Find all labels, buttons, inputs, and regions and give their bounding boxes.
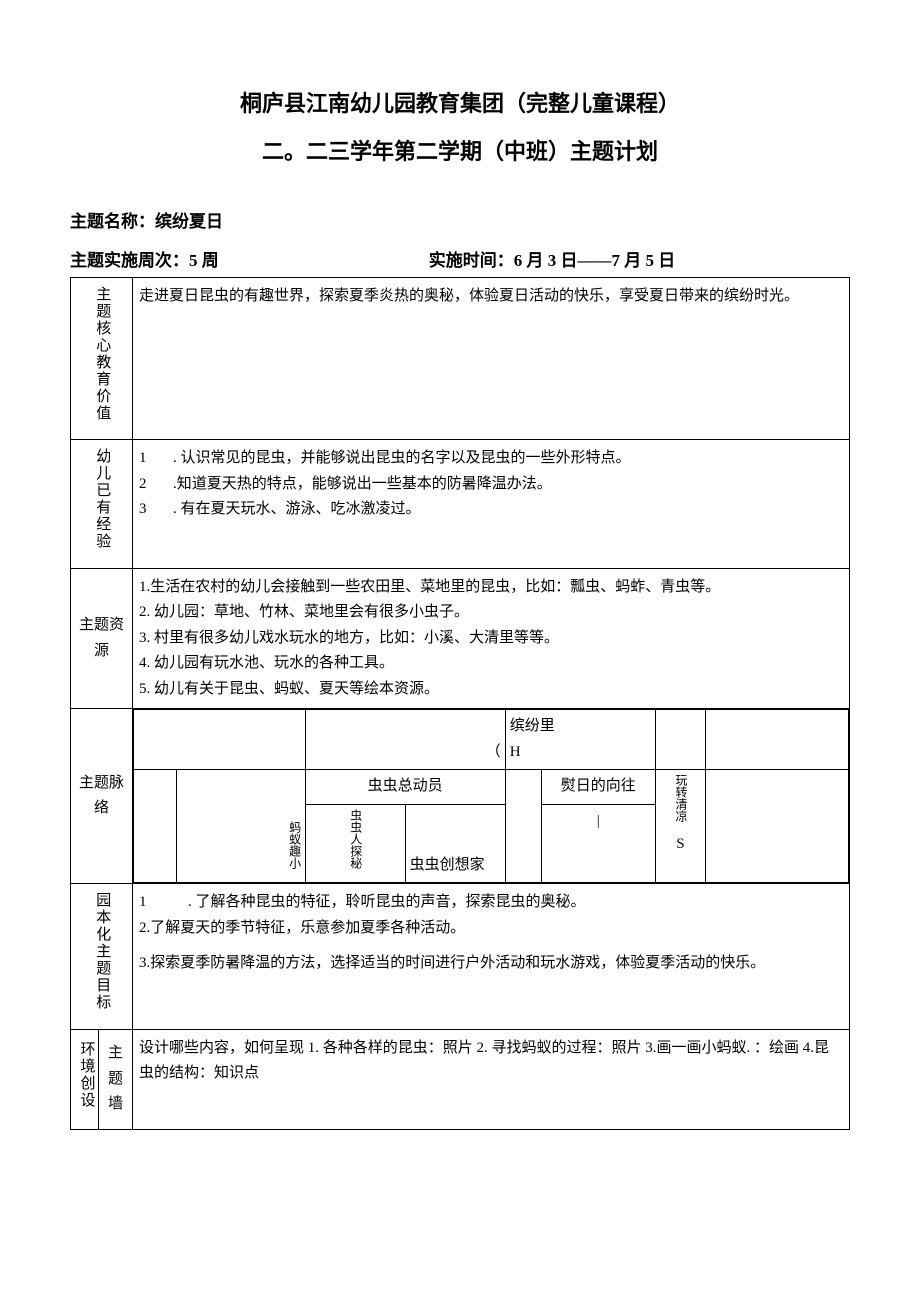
row-exp: 幼儿已有经验 1. 认识常见的昆虫，并能够说出昆虫的名字以及昆虫的一些外形特点。…	[71, 440, 850, 569]
res-label-cell: 主题资源	[71, 568, 133, 709]
exp-list: 1. 认识常见的昆虫，并能够说出昆虫的名字以及昆虫的一些外形特点。 2.知道夏天…	[139, 446, 843, 523]
mai-empty	[505, 770, 541, 883]
list-item: 3.探索夏季防暑降温的方法，选择适当的时间进行户外活动和玩水游戏，体验夏季活动的…	[139, 951, 843, 977]
mai-paren: （	[305, 710, 505, 770]
mai-empty	[705, 770, 848, 883]
plan-table: 主题核心教育价值 走进夏日昆虫的有趣世界，探索夏季炎热的奥秘，体验夏日活动的快乐…	[70, 277, 850, 1130]
topic-label: 主题名称：	[70, 212, 155, 231]
mai-label: 主题脉络	[79, 775, 124, 817]
env-label: 环境创设	[73, 1041, 99, 1109]
goal-list: 1 . 了解各种昆虫的特征，聆听昆虫的声音，探索昆虫的奥秘。 2. 了解夏天的季…	[139, 890, 843, 941]
time-value: 6 月 3 日——7 月 5 日	[514, 251, 676, 270]
core-content: 走进夏日昆虫的有趣世界，探索夏季炎热的奥秘，体验夏日活动的快乐，享受夏日带来的缤…	[133, 277, 850, 440]
mai-r1: （ 缤纷里 H	[134, 710, 849, 770]
title-line-1: 桐庐县江南幼儿园教育集团（完整儿童课程）	[70, 80, 850, 128]
env-sub-label: 主题墙	[108, 1045, 123, 1112]
goal-label: 园本化主题目标	[89, 892, 115, 1011]
mai-r2d: 熨日的向往	[541, 770, 655, 805]
mai-empty	[134, 710, 306, 770]
env-sub-label-cell: 主题墙	[99, 1029, 133, 1129]
row-mai: 主题脉络 （ 缤纷里 H	[71, 709, 850, 884]
header-block: 桐庐县江南幼儿园教育集团（完整儿童课程） 二。二三学年第二学期（中班）主题计划	[70, 80, 850, 177]
row-core: 主题核心教育价值 走进夏日昆虫的有趣世界，探索夏季炎热的奥秘，体验夏日活动的快乐…	[71, 277, 850, 440]
res-content: 1.生活在农村的幼儿会接触到一些农田里、菜地里的昆虫，比如：瓢虫、蚂蚱、青虫等。…	[133, 568, 850, 709]
mai-r3b: 虫虫人探秘	[305, 804, 405, 883]
list-item: 2. 幼儿园：草地、竹林、菜地里会有很多小虫子。	[139, 600, 843, 626]
mai-r3e: 玩转清凉 S	[655, 770, 705, 883]
meta-period: 主题实施周次：5 周 实施时间：6 月 3 日——7 月 5 日	[70, 246, 850, 271]
mai-r2: 蚂蚁趣小 虫虫总动员 熨日的向往 玩转清凉 S	[134, 770, 849, 805]
mai-r3a: 蚂蚁趣小	[176, 770, 305, 883]
list-item: 2.知道夏天热的特点，能够说出一些基本的防暑降温办法。	[139, 472, 843, 498]
list-item: 2. 了解夏天的季节特征，乐意参加夏季各种活动。	[139, 916, 843, 942]
mai-inner-table: （ 缤纷里 H 蚂蚁趣小 虫虫总动员 熨日的向往	[133, 709, 849, 883]
row-goal: 园本化主题目标 1 . 了解各种昆虫的特征，聆听昆虫的声音，探索昆虫的奥秘。 2…	[71, 884, 850, 1030]
weeks-label: 主题实施周次：	[70, 251, 189, 270]
title-line-2: 二。二三学年第二学期（中班）主题计划	[70, 128, 850, 176]
list-item: 4. 幼儿园有玩水池、玩水的各种工具。	[139, 651, 843, 677]
goal-content: 1 . 了解各种昆虫的特征，聆听昆虫的声音，探索昆虫的奥秘。 2. 了解夏天的季…	[133, 884, 850, 1030]
mai-r2b: 虫虫总动员	[305, 770, 505, 805]
mai-empty	[134, 770, 177, 883]
list-item: 3. 村里有很多幼儿戏水玩水的地方，比如：小溪、大清里等等。	[139, 626, 843, 652]
exp-content: 1. 认识常见的昆虫，并能够说出昆虫的名字以及昆虫的一些外形特点。 2.知道夏天…	[133, 440, 850, 569]
topic-value: 缤纷夏日	[155, 212, 223, 231]
res-label: 主题资源	[79, 617, 124, 659]
list-item: 3. 有在夏天玩水、游泳、吃冰激凌过。	[139, 497, 843, 523]
exp-label-cell: 幼儿已有经验	[71, 440, 133, 569]
env-content: 设计哪些内容，如何呈现 1. 各种各样的昆虫：照片 2. 寻找蚂蚁的过程：照片 …	[133, 1029, 850, 1129]
list-item: 1. 认识常见的昆虫，并能够说出昆虫的名字以及昆虫的一些外形特点。	[139, 446, 843, 472]
mai-top: 缤纷里 H	[505, 710, 655, 770]
goal-label-cell: 园本化主题目标	[71, 884, 133, 1030]
row-env: 环境创设 主题墙 设计哪些内容，如何呈现 1. 各种各样的昆虫：照片 2. 寻找…	[71, 1029, 850, 1129]
weeks-value: 5 周	[189, 251, 219, 270]
core-label-cell: 主题核心教育价值	[71, 277, 133, 440]
list-item: 1.生活在农村的幼儿会接触到一些农田里、菜地里的昆虫，比如：瓢虫、蚂蚱、青虫等。	[139, 575, 843, 601]
mai-r3d: |	[541, 804, 655, 883]
mai-r3c: 虫虫创想家	[405, 804, 505, 883]
mai-empty	[655, 710, 705, 770]
mai-empty	[705, 710, 848, 770]
list-item: 5. 幼儿有关于昆虫、蚂蚁、夏天等绘本资源。	[139, 677, 843, 703]
row-res: 主题资源 1.生活在农村的幼儿会接触到一些农田里、菜地里的昆虫，比如：瓢虫、蚂蚱…	[71, 568, 850, 709]
core-label: 主题核心教育价值	[89, 286, 115, 422]
mai-content: （ 缤纷里 H 蚂蚁趣小 虫虫总动员 熨日的向往	[133, 709, 850, 884]
time-label: 实施时间：	[429, 251, 514, 270]
env-label-cell: 环境创设	[71, 1029, 99, 1129]
list-item: 1 . 了解各种昆虫的特征，聆听昆虫的声音，探索昆虫的奥秘。	[139, 890, 843, 916]
meta-topic: 主题名称：缤纷夏日	[70, 207, 850, 232]
mai-label-cell: 主题脉络	[71, 709, 133, 884]
exp-label: 幼儿已有经验	[89, 448, 115, 550]
